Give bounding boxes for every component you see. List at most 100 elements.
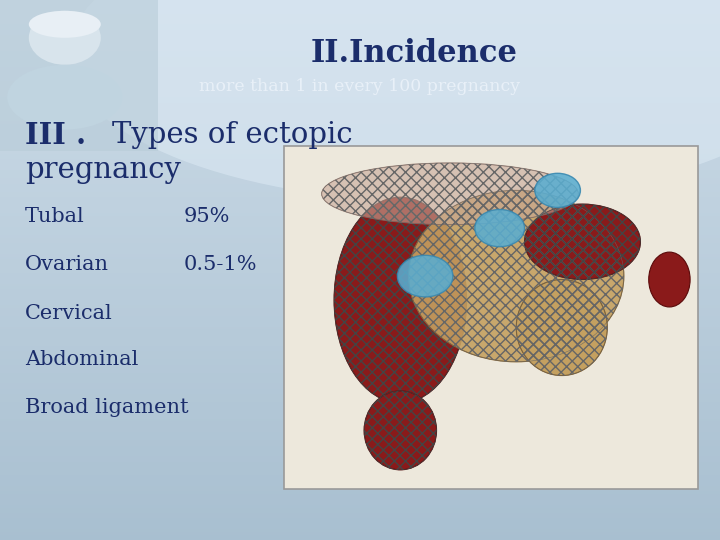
Bar <box>0 446 720 448</box>
Bar <box>0 0 158 151</box>
Bar <box>0 286 720 289</box>
Bar <box>0 19 720 22</box>
Bar <box>0 343 720 346</box>
Bar <box>0 186 720 189</box>
Bar <box>0 459 720 462</box>
Bar <box>0 489 720 491</box>
Bar <box>0 194 720 197</box>
Bar <box>0 278 720 281</box>
Bar <box>0 467 720 470</box>
Bar <box>0 443 720 445</box>
Bar <box>0 302 720 305</box>
Bar <box>0 35 720 38</box>
Bar <box>0 197 720 200</box>
Text: Ovarian: Ovarian <box>25 255 109 274</box>
Bar <box>0 486 720 489</box>
Bar <box>0 448 720 451</box>
Bar <box>0 135 720 138</box>
Text: III .: III . <box>25 120 86 150</box>
Bar <box>0 259 720 262</box>
Bar <box>0 310 720 313</box>
Bar <box>0 200 720 202</box>
Bar <box>0 132 720 135</box>
Bar <box>0 73 720 76</box>
Bar <box>0 116 720 119</box>
Bar <box>0 8 720 11</box>
Bar <box>0 435 720 437</box>
Bar <box>0 54 720 57</box>
Bar <box>0 38 720 40</box>
Bar <box>0 232 720 235</box>
Bar <box>0 416 720 418</box>
Bar <box>0 100 720 103</box>
Bar <box>0 389 720 392</box>
Bar <box>0 176 720 178</box>
Bar <box>0 143 720 146</box>
Bar <box>0 394 720 397</box>
Bar <box>0 321 720 324</box>
Bar <box>0 208 720 211</box>
Ellipse shape <box>29 11 101 65</box>
Bar <box>0 526 720 529</box>
Bar <box>0 327 720 329</box>
Bar <box>0 418 720 421</box>
Bar <box>0 400 720 402</box>
Bar <box>0 451 720 454</box>
Bar <box>0 184 720 186</box>
Bar <box>0 70 720 73</box>
Bar <box>0 108 720 111</box>
Bar <box>0 421 720 424</box>
Bar <box>0 351 720 354</box>
Bar <box>0 373 720 375</box>
Bar <box>0 273 720 275</box>
Bar <box>0 529 720 532</box>
Bar <box>0 265 720 267</box>
Bar <box>0 238 720 240</box>
Text: II.Incidence: II.Incidence <box>310 38 518 70</box>
Bar <box>0 178 720 181</box>
Bar <box>0 86 720 89</box>
Bar <box>0 313 720 316</box>
Bar <box>0 427 720 429</box>
Bar <box>0 402 720 405</box>
Bar <box>0 49 720 51</box>
Bar <box>0 524 720 526</box>
Bar <box>0 262 720 265</box>
Bar <box>0 5 720 8</box>
Text: 95%: 95% <box>184 206 230 226</box>
Circle shape <box>539 202 555 214</box>
Bar <box>0 43 720 46</box>
Bar <box>0 378 720 381</box>
Bar <box>0 370 720 373</box>
Ellipse shape <box>68 0 720 202</box>
Bar <box>0 464 720 467</box>
Bar <box>0 162 720 165</box>
Bar <box>0 97 720 100</box>
Bar <box>0 246 720 248</box>
Ellipse shape <box>524 204 641 280</box>
Bar <box>0 424 720 427</box>
Bar <box>0 165 720 167</box>
Bar <box>0 138 720 140</box>
Bar <box>0 340 720 343</box>
Text: Abdominal: Abdominal <box>25 349 138 369</box>
Bar <box>0 364 720 367</box>
Bar <box>0 508 720 510</box>
Bar <box>0 329 720 332</box>
Bar <box>0 51 720 54</box>
Bar <box>0 76 720 78</box>
Bar <box>0 154 720 157</box>
Bar <box>0 202 720 205</box>
Bar <box>0 14 720 16</box>
Bar <box>0 57 720 59</box>
Bar <box>0 383 720 386</box>
Bar <box>0 113 720 116</box>
Bar <box>0 148 720 151</box>
Bar <box>0 256 720 259</box>
Text: Broad ligament: Broad ligament <box>25 398 189 417</box>
Bar <box>0 205 720 208</box>
Bar <box>0 510 720 513</box>
Bar <box>0 157 720 159</box>
Bar <box>0 437 720 440</box>
Bar <box>0 0 720 3</box>
